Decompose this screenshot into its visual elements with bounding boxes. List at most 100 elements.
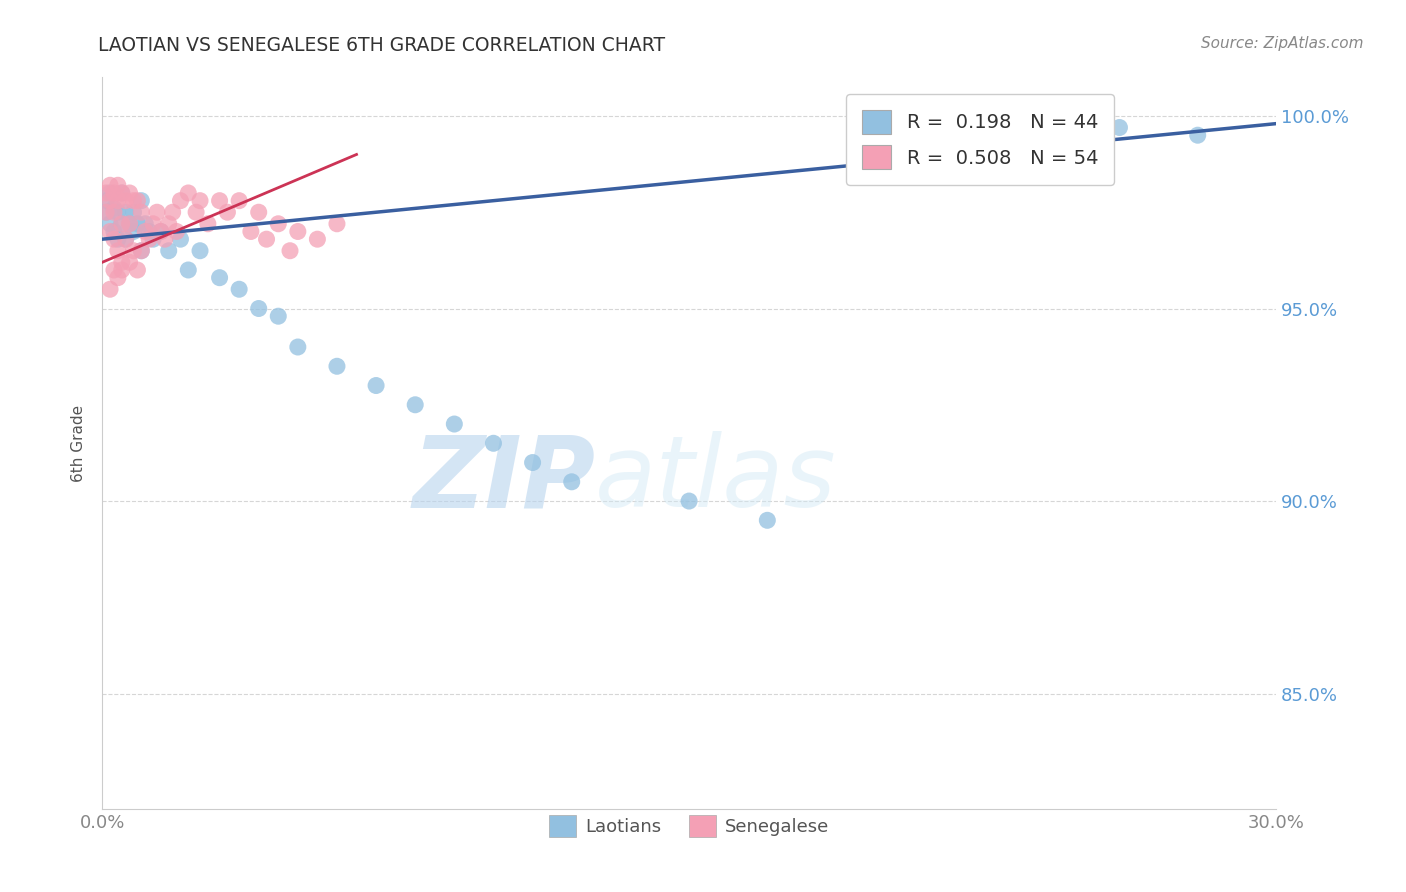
Point [98, 225, 121, 239]
Point [131, 244, 153, 258]
Point [177, 263, 200, 277]
Point [307, 232, 329, 246]
Point [94, 186, 117, 200]
Point [107, 232, 129, 246]
Point [364, 378, 387, 392]
Point [247, 205, 270, 219]
Point [153, 232, 176, 246]
Point [94, 194, 117, 208]
Point [118, 255, 141, 269]
Point [287, 340, 309, 354]
Point [188, 244, 211, 258]
Point [122, 205, 145, 219]
Point [122, 194, 145, 208]
Point [94, 205, 117, 219]
Point [166, 225, 188, 239]
Point [107, 270, 129, 285]
Point [188, 194, 211, 208]
Point [142, 217, 165, 231]
Point [208, 270, 231, 285]
Point [127, 194, 149, 208]
Point [169, 232, 191, 246]
Point [134, 225, 156, 239]
Point [98, 217, 121, 231]
Point [239, 225, 262, 239]
Point [561, 475, 583, 489]
Point [107, 194, 129, 208]
Point [169, 194, 191, 208]
Point [443, 417, 465, 431]
Point [122, 225, 145, 239]
Point [111, 186, 134, 200]
Point [111, 186, 134, 200]
Point [118, 186, 141, 200]
Point [118, 217, 141, 231]
Point [107, 244, 129, 258]
Text: ZIP: ZIP [412, 432, 595, 528]
Point [98, 282, 121, 296]
Point [98, 186, 121, 200]
Point [114, 232, 136, 246]
Point [122, 244, 145, 258]
Text: atlas: atlas [595, 432, 837, 528]
Y-axis label: 6th Grade: 6th Grade [72, 405, 86, 482]
Point [247, 301, 270, 316]
Point [678, 494, 700, 508]
Point [131, 244, 153, 258]
Point [287, 225, 309, 239]
Text: LAOTIAN VS SENEGALESE 6TH GRADE CORRELATION CHART: LAOTIAN VS SENEGALESE 6TH GRADE CORRELAT… [98, 36, 665, 54]
Point [756, 513, 779, 527]
Point [267, 309, 290, 323]
Point [111, 255, 134, 269]
Point [278, 244, 301, 258]
Point [184, 205, 207, 219]
Point [326, 359, 349, 374]
Point [103, 225, 125, 239]
Point [326, 217, 349, 231]
Point [157, 244, 180, 258]
Point [991, 128, 1014, 143]
Point [103, 263, 125, 277]
Point [208, 194, 231, 208]
Point [134, 217, 156, 231]
Point [873, 140, 896, 154]
Point [1187, 128, 1209, 143]
Point [1108, 120, 1130, 135]
Point [94, 205, 117, 219]
Point [162, 205, 184, 219]
Point [103, 202, 125, 216]
Legend: Laotians, Senegalese: Laotians, Senegalese [543, 807, 837, 844]
Point [131, 205, 153, 219]
Point [103, 205, 125, 219]
Point [98, 194, 121, 208]
Point [114, 205, 136, 219]
Point [228, 282, 250, 296]
Point [111, 217, 134, 231]
Point [114, 194, 136, 208]
Point [127, 263, 149, 277]
Point [131, 194, 153, 208]
Point [149, 225, 172, 239]
Point [111, 217, 134, 231]
Point [146, 205, 169, 219]
Point [107, 178, 129, 193]
Point [142, 232, 165, 246]
Text: Source: ZipAtlas.com: Source: ZipAtlas.com [1201, 36, 1364, 51]
Point [107, 205, 129, 219]
Point [157, 217, 180, 231]
Point [114, 232, 136, 246]
Point [138, 232, 160, 246]
Point [103, 232, 125, 246]
Point [118, 217, 141, 231]
Point [404, 398, 426, 412]
Point [149, 225, 172, 239]
Point [111, 263, 134, 277]
Point [177, 186, 200, 200]
Point [98, 178, 121, 193]
Point [256, 232, 278, 246]
Point [267, 217, 290, 231]
Point [522, 456, 544, 470]
Point [127, 217, 149, 231]
Point [482, 436, 505, 450]
Point [197, 217, 219, 231]
